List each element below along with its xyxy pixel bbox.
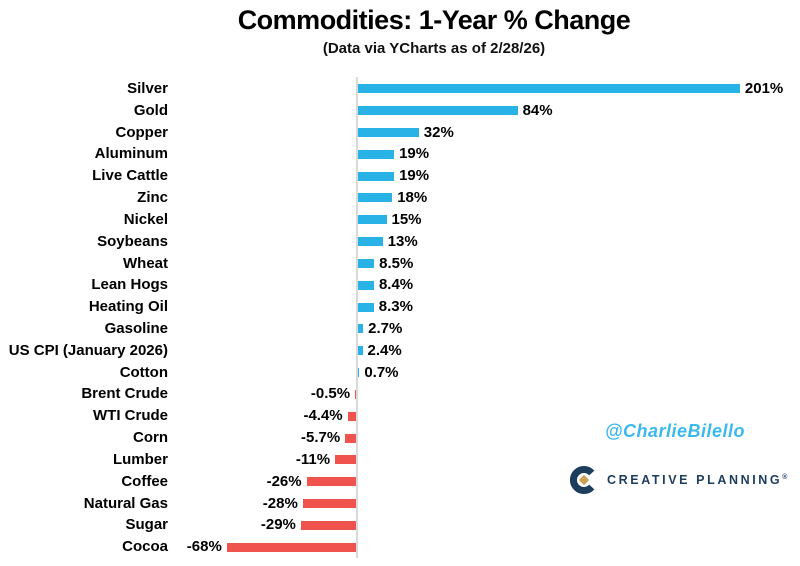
positive-bar — [358, 346, 363, 356]
category-label: Heating Oil — [88, 298, 168, 316]
value-label: 32% — [423, 123, 454, 141]
chart-row: US CPI (January 2026) 2.4% — [0, 340, 800, 362]
value-label: 15% — [391, 210, 422, 228]
creative-planning-logo: CREATIVE PLANNING® — [570, 466, 787, 494]
negative-bar — [347, 411, 356, 421]
value-label: -26% — [266, 472, 302, 490]
category-label: Silver — [127, 80, 168, 97]
chart-row: Brent Crude -0.5% — [0, 383, 800, 405]
positive-bar — [358, 171, 395, 181]
chart-row: Heating Oil 8.3% — [0, 296, 800, 318]
creative-planning-c-icon — [570, 466, 595, 494]
chart-row: Gold 84% — [0, 100, 800, 122]
chart-row: Aluminum 19% — [0, 143, 800, 165]
value-label: 8.3% — [378, 298, 413, 316]
value-label: 19% — [399, 145, 430, 163]
value-label: -68% — [186, 538, 222, 556]
positive-bar — [358, 280, 374, 290]
value-label: 201% — [744, 80, 784, 97]
positive-bar — [358, 128, 419, 138]
category-label: Gold — [133, 101, 168, 119]
positive-bar — [358, 258, 375, 268]
chart-row: Live Cattle 19% — [0, 165, 800, 187]
category-label: Sugar — [125, 516, 168, 534]
value-label: 18% — [397, 189, 428, 207]
positive-bar — [358, 215, 387, 225]
category-label: Corn — [133, 429, 168, 447]
value-label: 8.4% — [378, 276, 414, 294]
creative-planning-wordmark: CREATIVE PLANNING® — [607, 473, 788, 487]
value-label: -28% — [262, 494, 298, 512]
category-label: Aluminum — [94, 145, 168, 163]
chart-row: Soybeans 13% — [0, 231, 800, 253]
positive-bar — [358, 193, 393, 203]
positive-bar — [358, 237, 383, 247]
category-label: Brent Crude — [81, 385, 168, 403]
category-label: Zinc — [137, 189, 168, 207]
value-label: 2.4% — [367, 341, 402, 359]
positive-bar — [358, 302, 374, 312]
negative-bar — [226, 542, 356, 552]
negative-bar — [302, 498, 356, 508]
chart-row: Wheat 8.5% — [0, 253, 800, 275]
value-label: 84% — [522, 101, 553, 119]
category-label: Natural Gas — [83, 494, 168, 512]
value-label: -5.7% — [300, 429, 341, 447]
value-label: 0.7% — [364, 363, 399, 381]
category-label: Cotton — [119, 363, 168, 381]
chart-row: Coffee -26% — [0, 471, 800, 493]
category-label: Cocoa — [122, 538, 168, 556]
negative-bar — [345, 433, 356, 443]
category-label: US CPI (January 2026) — [8, 341, 168, 359]
positive-bar — [358, 324, 364, 334]
negative-bar — [355, 389, 356, 399]
chart-row: Natural Gas -28% — [0, 493, 800, 515]
category-label: Lean Hogs — [91, 276, 168, 294]
zero-axis-line — [356, 77, 358, 558]
category-label: Copper — [115, 123, 169, 141]
negative-bar — [300, 520, 356, 530]
negative-bar — [306, 477, 356, 487]
negative-bar — [335, 455, 356, 465]
chart-row: Lean Hogs 8.4% — [0, 274, 800, 296]
category-label: Soybeans — [97, 232, 168, 250]
category-label: Gasoline — [104, 320, 168, 338]
chart-row: Cotton 0.7% — [0, 362, 800, 384]
chart-row: Copper 32% — [0, 122, 800, 144]
positive-bar — [358, 106, 518, 116]
chart-row: Lumber -11% — [0, 449, 800, 471]
positive-bar — [358, 368, 360, 378]
category-label: Wheat — [123, 254, 168, 272]
value-label: -11% — [295, 450, 331, 468]
author-watermark: @CharlieBilello — [604, 421, 746, 441]
value-label: -29% — [260, 516, 296, 534]
positive-bar — [358, 84, 740, 94]
value-label: 13% — [387, 232, 418, 250]
chart-row: Zinc 18% — [0, 187, 800, 209]
positive-bar — [358, 149, 395, 159]
chart-title: Commodities: 1-Year % Change — [237, 5, 631, 35]
chart-subtitle: (Data via YCharts as of 2/28/26) — [322, 40, 546, 57]
value-label: 19% — [399, 167, 430, 185]
trademark-symbol: ® — [782, 473, 788, 481]
category-label: Live Cattle — [92, 167, 168, 185]
chart-row: Nickel 15% — [0, 209, 800, 231]
chart-row: Cocoa -68% — [0, 536, 800, 558]
value-label: 2.7% — [368, 320, 403, 338]
category-label: Nickel — [123, 210, 168, 228]
chart-row: Silver 201% — [0, 78, 800, 100]
chart-row: Sugar -29% — [0, 514, 800, 536]
value-label: -4.4% — [303, 407, 343, 425]
value-label: 8.5% — [379, 254, 414, 272]
category-label: Coffee — [121, 472, 168, 490]
chart-row: WTI Crude -4.4% — [0, 405, 800, 427]
value-label: -0.5% — [310, 385, 351, 403]
category-label: Lumber — [112, 450, 168, 468]
chart-row: Gasoline 2.7% — [0, 318, 800, 340]
chart-row: Corn -5.7% — [0, 427, 800, 449]
category-label: WTI Crude — [93, 407, 168, 425]
